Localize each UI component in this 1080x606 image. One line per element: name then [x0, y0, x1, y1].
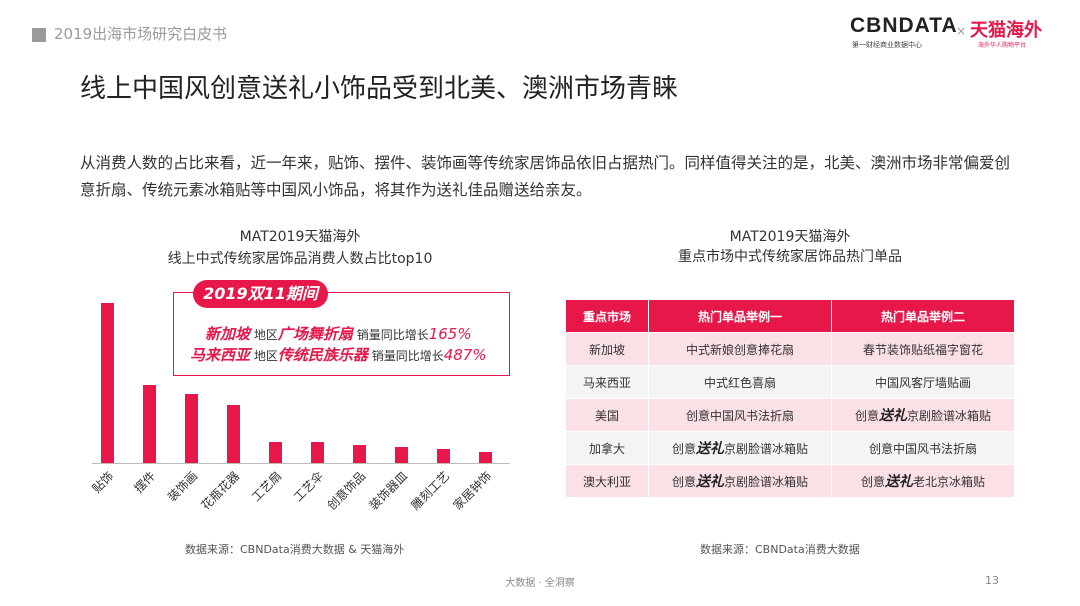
market-name: 马来西亚 [582, 375, 631, 390]
footer-slogan: 大数据 · 全洞察 [505, 578, 575, 589]
item-text: 京剧脸谱冰箱贴 [724, 475, 809, 489]
table-cell-item1: 创意送礼京剧脸谱冰箱贴 [648, 431, 832, 465]
item-text: 春节装饰贴纸福字窗花 [862, 342, 983, 357]
callout-growth-pct: 487% [443, 346, 487, 364]
double11-badge: 2019双11期间 [193, 280, 328, 308]
market-name: 加拿大 [588, 441, 625, 456]
gift-emphasis: 送礼 [696, 474, 724, 490]
hot-items-table: 重点市场 热门单品举例一 热门单品举例二 新加坡 中式新娘创意捧花扇 春节装饰贴纸福… [565, 299, 1015, 498]
page-number: 13 [985, 574, 999, 587]
table-cell-item1: 中式新娘创意捧花扇 [648, 332, 832, 366]
table-row: 美国 创意中国风书法折扇 创意送礼京剧脸谱冰箱贴 [565, 398, 1015, 432]
tmall-global-logo-subtitle: 海外华人购物平台 [978, 42, 1027, 49]
item-text: 中国风客厅墙贴画 [874, 375, 971, 390]
table-row: 澳大利亚 创意送礼京剧脸谱冰箱贴 创意送礼老北京冰箱贴 [565, 464, 1015, 498]
market-name: 澳大利亚 [582, 474, 631, 489]
table-cell-item2: 春节装饰贴纸福字窗花 [831, 332, 1015, 366]
gift-emphasis: 送礼 [879, 408, 907, 424]
chart-title: MAT2019天猫海外 [239, 229, 361, 245]
bar [311, 442, 324, 463]
cbndata-logo-subtitle: 第一财经商业数据中心 [852, 41, 922, 49]
header-square-icon [32, 28, 46, 42]
callout-product: 广场舞折扇 [277, 325, 353, 343]
chart-subtitle: 线上中式传统家居饰品消费人数占比top10 [167, 251, 433, 267]
bar [353, 445, 366, 463]
callout-region: 马来西亚 [190, 346, 251, 364]
item-text: 创意 [854, 409, 879, 423]
chart-source: 数据来源：CBNData消费大数据 & 天猫海外 [185, 543, 405, 556]
bar [269, 442, 282, 463]
bar [479, 451, 492, 463]
item-text: 创意 [671, 475, 696, 489]
table-cell-item1: 创意送礼京剧脸谱冰箱贴 [648, 464, 832, 498]
table-row: 马来西亚 中式红色喜扇 中国风客厅墙贴画 [565, 365, 1015, 399]
callout-product: 传统民族乐器 [277, 346, 368, 364]
table-title: MAT2019天猫海外 [729, 229, 851, 245]
slide-description: 从消费人数的占比来看，近一年来，贴饰、摆件、装饰画等传统家居饰品依旧占据热门。同… [80, 154, 1011, 199]
tmall-global-logo: 天猫海外 [970, 20, 1042, 41]
callout-region: 新加坡 [205, 325, 251, 343]
table-cell-market: 澳大利亚 [565, 464, 649, 498]
gift-emphasis: 送礼 [696, 441, 724, 457]
bar [227, 405, 240, 463]
table-row: 新加坡 中式新娘创意捧花扇 春节装饰贴纸福字窗花 [565, 332, 1015, 366]
table-cell-market: 美国 [565, 398, 649, 432]
item-text: 创意中国风书法折扇 [868, 441, 977, 456]
table-cell-item1: 中式红色喜扇 [648, 365, 832, 399]
market-name: 美国 [594, 408, 619, 423]
callout-growth-label: 销量同比增长 [356, 328, 429, 342]
bar [143, 384, 156, 463]
table-header-row: 重点市场 热门单品举例一 热门单品举例二 [565, 299, 1015, 333]
callout-suffix: 地区 [253, 349, 278, 363]
table-cell-market: 新加坡 [565, 332, 649, 366]
item-text: 京剧脸谱冰箱贴 [724, 442, 809, 456]
cbndata-logo: CBNDATA [850, 14, 958, 37]
table-cell-item1: 创意中国风书法折扇 [648, 398, 832, 432]
item-text: 京剧脸谱冰箱贴 [907, 409, 992, 423]
table-cell-item2: 创意中国风书法折扇 [831, 431, 1015, 465]
table-header-item1: 热门单品举例一 [648, 299, 832, 333]
callout-line-singapore: 新加坡 地区广场舞折扇 销量同比增长165% [205, 323, 472, 344]
chart-x-axis [92, 463, 510, 464]
table-subtitle: 重点市场中式传统家居饰品热门单品 [678, 249, 902, 265]
report-title: 2019出海市场研究白皮书 [54, 25, 228, 43]
table-cell-market: 加拿大 [565, 431, 649, 465]
slide-title: 线上中国风创意送礼小饰品受到北美、澳洲市场青睐 [80, 74, 679, 104]
callout-growth-pct: 165% [428, 325, 472, 343]
table-cell-item2: 创意送礼京剧脸谱冰箱贴 [831, 398, 1015, 432]
item-text: 创意中国风书法折扇 [685, 408, 794, 423]
bar [101, 303, 114, 463]
callout-suffix: 地区 [253, 328, 278, 342]
callout-growth-label: 销量同比增长 [371, 349, 444, 363]
table-cell-item2: 创意送礼老北京冰箱贴 [831, 464, 1015, 498]
table-row: 加拿大 创意送礼京剧脸谱冰箱贴 创意中国风书法折扇 [565, 431, 1015, 465]
bar [437, 448, 450, 463]
item-text: 中式红色喜扇 [703, 375, 776, 390]
item-text: 中式新娘创意捧花扇 [685, 342, 794, 357]
table-header-item2: 热门单品举例二 [831, 299, 1015, 333]
table-source: 数据来源：CBNData消费大数据 [700, 543, 860, 556]
table-cell-item2: 中国风客厅墙贴画 [831, 365, 1015, 399]
gift-emphasis: 送礼 [885, 474, 913, 490]
logo-separator: × [956, 24, 967, 38]
callout-line-malaysia: 马来西亚 地区传统民族乐器 销量同比增长487% [190, 344, 487, 365]
item-text: 创意 [671, 442, 696, 456]
item-text: 创意 [860, 475, 885, 489]
table-cell-market: 马来西亚 [565, 365, 649, 399]
table-header-market: 重点市场 [565, 299, 649, 333]
item-text: 老北京冰箱贴 [913, 475, 986, 489]
market-name: 新加坡 [588, 342, 625, 357]
bar [395, 447, 408, 463]
bar [185, 394, 198, 463]
